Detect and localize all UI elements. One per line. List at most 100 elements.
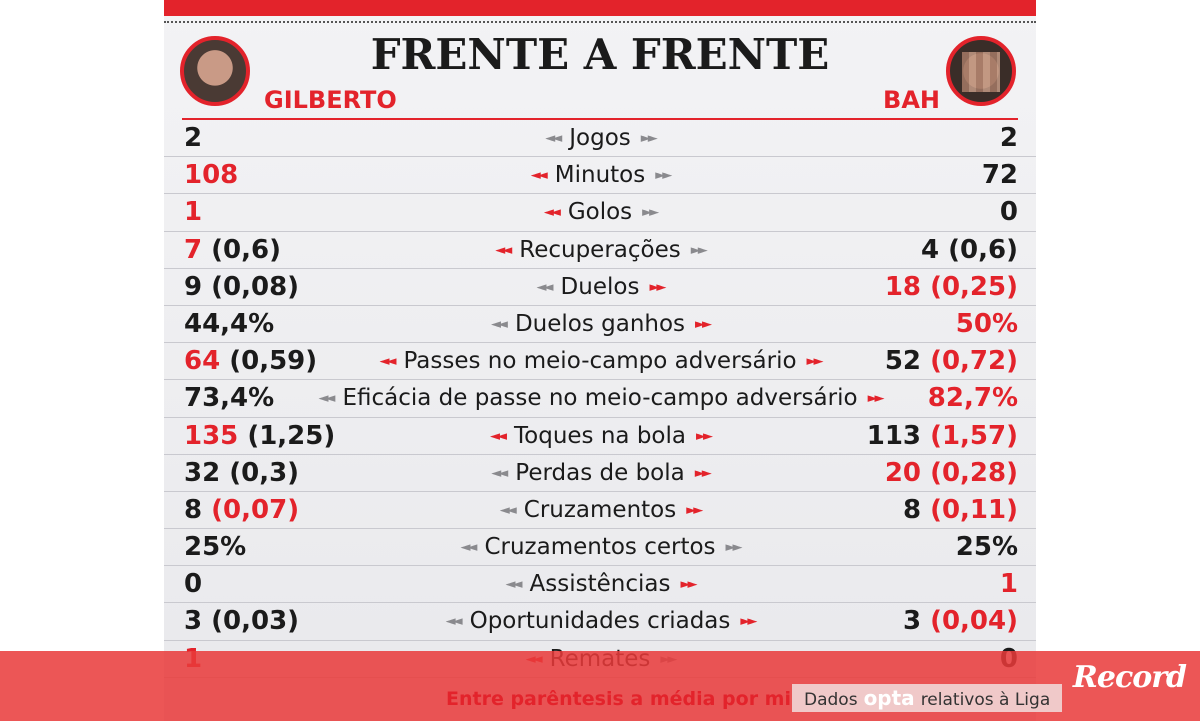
right-value: 20 (0,28) — [885, 455, 1018, 491]
stat-row: 25% ◄◄ Cruzamentos certos ►► 25% — [164, 529, 1036, 567]
stat-label-text: Recuperações — [519, 236, 681, 263]
stat-label: ◄◄ Assistências ►► — [164, 566, 1036, 603]
right-value: 82,7% — [928, 380, 1018, 416]
value-part: (0,59) — [220, 346, 318, 377]
value-part: 20 (0,28) — [884, 457, 1018, 488]
value-part: 1 — [184, 197, 203, 228]
stat-label: ◄◄ Oportunidades criadas ►► — [164, 603, 1036, 640]
left-arrow-icon: ◄◄ — [543, 205, 561, 221]
left-arrow-icon: ◄◄ — [445, 614, 463, 630]
right-value: 72 — [982, 157, 1018, 193]
stat-label: ◄◄ Minutos ►► — [164, 157, 1036, 194]
right-value: 25% — [956, 529, 1018, 565]
stat-row: 9 (0,08) ◄◄ Duelos ►► 18 (0,25) — [164, 269, 1036, 306]
value-part: 44,4% — [184, 308, 275, 339]
stat-label: ◄◄ Recuperações ►► — [164, 232, 1036, 269]
right-value: 113 (1,57) — [867, 418, 1018, 454]
left-arrow-icon: ◄◄ — [505, 577, 523, 593]
value-part: 52 — [884, 346, 922, 377]
record-logo: Record — [1072, 660, 1187, 695]
stat-label: ◄◄ Duelos ►► — [164, 269, 1036, 306]
right-value: 1 — [1000, 566, 1018, 602]
right-value: 4 (0,6) — [921, 232, 1018, 268]
stat-row: 8 (0,07) ◄◄ Cruzamentos ►► 8 (0,11) — [164, 492, 1036, 530]
footnote: Entre parêntesis a média por minuto — [446, 688, 841, 710]
stat-label-text: Toques na bola — [514, 422, 686, 449]
stat-label-text: Duelos — [560, 273, 640, 300]
right-value: 3 (0,04) — [903, 603, 1018, 639]
value-part: 50% — [955, 308, 1018, 339]
dotted-divider — [164, 21, 1036, 23]
player-left-name: GILBERTO — [264, 86, 397, 114]
left-value: 108 — [184, 157, 238, 193]
right-arrow-icon: ►► — [649, 279, 666, 295]
left-arrow-icon: ◄◄ — [379, 354, 396, 370]
stat-label-text: Duelos ganhos — [514, 310, 686, 337]
value-part: 0 — [184, 569, 203, 600]
value-part: (0,72) — [921, 346, 1018, 377]
value-part: 2 — [184, 123, 203, 153]
left-value: 32 (0,3) — [184, 455, 299, 491]
stat-label-text: Oportunidades criadas — [469, 608, 731, 635]
stat-row: 2 ◄◄ Jogos ►► 2 — [164, 120, 1036, 158]
stat-label: ◄◄ Toques na bola ►► — [164, 418, 1036, 455]
value-part: 108 — [184, 160, 239, 191]
comparison-card: FRENTE A FRENTE GILBERTO BAH 2 ◄◄ Jogos ►► 2… — [164, 0, 1036, 721]
stats-table: 2 ◄◄ Jogos ►► 2 108 ◄◄ Minutos ►► 72 1 ◄◄ Golos ►► 0 7 … — [164, 120, 1036, 678]
stat-row: 44,4% ◄◄ Duelos ganhos ►► 50% — [164, 306, 1036, 344]
stat-label-text: Assistências — [529, 571, 671, 598]
value-part: 1 — [999, 569, 1018, 600]
right-value: 52 (0,72) — [885, 343, 1018, 379]
value-part: 4 (0,6) — [921, 234, 1018, 265]
credit-prefix: Dados — [804, 690, 858, 710]
stat-row: 32 (0,3) ◄◄ Perdas de bola ►► 20 (0,28) — [164, 455, 1036, 492]
stat-label: ◄◄ Perdas de bola ►► — [164, 455, 1036, 492]
value-part: (0,11) — [921, 494, 1018, 525]
right-value: 0 — [1000, 194, 1018, 230]
left-arrow-icon: ◄◄ — [536, 279, 554, 295]
header-divider — [182, 118, 1018, 120]
stat-label: ◄◄ Jogos ►► — [164, 120, 1036, 157]
player-right-name: BAH — [883, 86, 940, 114]
data-credit: Dados opta relativos à Liga — [792, 684, 1063, 712]
value-part: (0,07) — [211, 494, 300, 525]
stat-label-text: Passes no meio-campo adversário — [403, 348, 797, 375]
left-value: 25% — [184, 529, 246, 565]
stat-label-text: Cruzamentos certos — [484, 534, 716, 561]
left-arrow-icon: ◄◄ — [490, 428, 507, 444]
value-part: 9 (0,08) — [184, 271, 300, 302]
stat-label: ◄◄ Duelos ganhos ►► — [164, 306, 1036, 343]
left-value: 64 (0,59) — [184, 343, 317, 379]
player-left-avatar — [180, 36, 250, 106]
left-arrow-icon: ◄◄ — [460, 540, 477, 556]
value-part: 25% — [955, 532, 1018, 563]
right-arrow-icon: ►► — [695, 428, 713, 444]
stat-label: ◄◄ Passes no meio-campo adversário ►► — [164, 343, 1036, 380]
value-part: 8 — [902, 494, 922, 525]
stat-row: 135 (1,25) ◄◄ Toques na bola ►► 113 (1,57) — [164, 418, 1036, 455]
value-part: 7 — [184, 234, 203, 265]
right-value: 18 (0,25) — [885, 269, 1018, 305]
page-title: FRENTE A FRENTE — [370, 30, 830, 79]
right-arrow-icon: ►► — [655, 168, 672, 184]
left-value: 73,4% — [184, 380, 274, 416]
left-arrow-icon: ◄◄ — [318, 391, 335, 407]
opta-logo: opta — [863, 686, 915, 710]
stat-row: 0 ◄◄ Assistências ►► 1 — [164, 566, 1036, 604]
right-arrow-icon: ►► — [867, 391, 885, 407]
value-part: 64 — [184, 346, 221, 377]
left-arrow-icon: ◄◄ — [499, 502, 517, 518]
right-arrow-icon: ►► — [680, 577, 697, 593]
left-arrow-icon: ◄◄ — [491, 465, 508, 481]
value-part: 25% — [184, 532, 247, 563]
left-value: 3 (0,03) — [184, 603, 299, 639]
right-value: 2 — [1000, 120, 1018, 156]
value-part: 0 — [999, 197, 1018, 228]
value-part: 3 (0,03) — [184, 606, 300, 637]
stat-row: 73,4% ◄◄ Eficácia de passe no meio-campo a… — [164, 380, 1036, 418]
value-part: 72 — [981, 160, 1018, 191]
right-arrow-icon: ►► — [725, 540, 743, 556]
stat-label: ◄◄ Cruzamentos ►► — [164, 492, 1036, 529]
right-arrow-icon: ►► — [694, 465, 712, 481]
stat-label-text: Eficácia de passe no meio-campo adversár… — [342, 385, 858, 412]
